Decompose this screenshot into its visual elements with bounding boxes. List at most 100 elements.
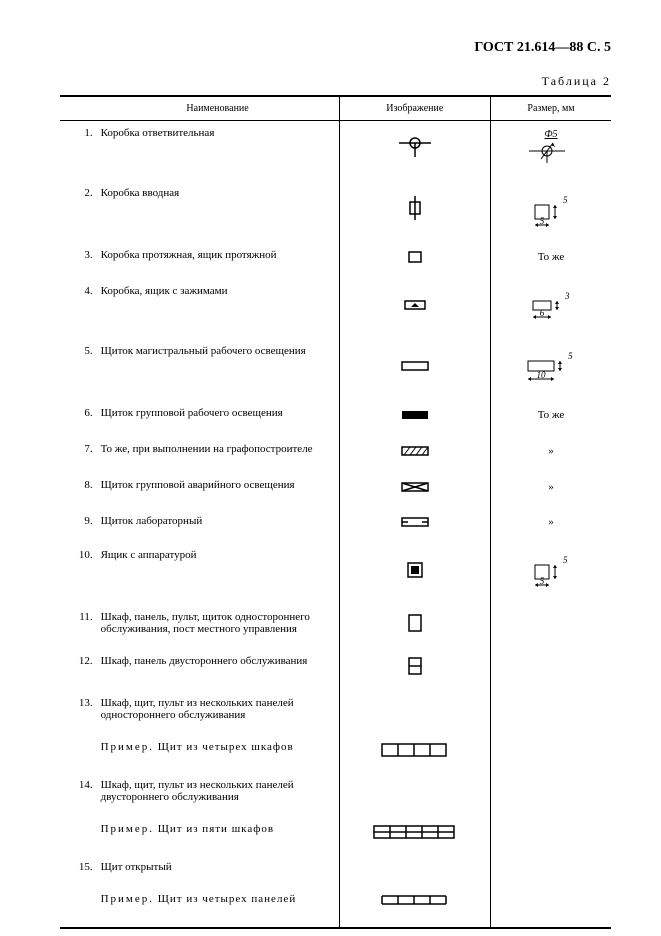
svg-text:6: 6 [540, 308, 545, 318]
row-size [491, 605, 611, 649]
row-num: 10. [60, 543, 97, 605]
row-symbol [339, 735, 490, 773]
table-row: 6. Щиток групповой рабочего освещения То… [60, 401, 611, 437]
row-name: Щиток групповой рабочего освещения [97, 401, 339, 437]
svg-text:10: 10 [537, 370, 547, 380]
row-name: Коробка, ящик с зажимами [97, 279, 339, 339]
row-size [491, 817, 611, 855]
row-name: Пример. Щит из пяти шкафов [97, 817, 339, 855]
row-name: То же, при выполнении на графопостроител… [97, 437, 339, 473]
svg-text:5: 5 [568, 351, 573, 361]
row-size: 6 3 [491, 279, 611, 339]
row-num: 3. [60, 243, 97, 279]
row-size [491, 649, 611, 691]
row-symbol [339, 543, 490, 605]
row-name: Щиток лабораторный [97, 509, 339, 543]
table-row: 5. Щиток магистральный рабочего освещени… [60, 339, 611, 401]
svg-text:5: 5 [540, 576, 545, 586]
svg-text:Ф5: Ф5 [544, 129, 557, 140]
row-size: » [491, 437, 611, 473]
row-name: Шкаф, панель, пульт, щиток одностороннег… [97, 605, 339, 649]
row-symbol [339, 817, 490, 855]
svg-text:5: 5 [563, 555, 568, 565]
row-name: Шкаф, щит, пульт из нескольких панелей д… [97, 773, 339, 817]
row-name: Шкаф, щит, пульт из нескольких панелей о… [97, 691, 339, 735]
table-row: 8. Щиток групповой аварийного освещения … [60, 473, 611, 509]
row-symbol [339, 339, 490, 401]
row-num: 14. [60, 773, 97, 817]
row-name: Щиток групповой аварийного освещения [97, 473, 339, 509]
row-name: Пример. Щит из четырех шкафов [97, 735, 339, 773]
row-symbol [339, 691, 490, 735]
row-size: 5 5 [491, 543, 611, 605]
row-size [491, 855, 611, 887]
table-row: 15. Щит открытый [60, 855, 611, 887]
table-row: 2. Коробка вводная 5 5 [60, 181, 611, 243]
row-size [491, 735, 611, 773]
row-size: То же [491, 243, 611, 279]
row-name: Шкаф, панель двустороннего обслуживания [97, 649, 339, 691]
row-size: То же [491, 401, 611, 437]
table-row: 7. То же, при выполнении на графопострои… [60, 437, 611, 473]
row-symbol [339, 243, 490, 279]
row-num: 13. [60, 691, 97, 735]
row-num [60, 735, 97, 773]
svg-text:5: 5 [540, 216, 545, 226]
symbols-table: Наименование Изображение Размер, мм 1. К… [60, 95, 611, 929]
row-num: 11. [60, 605, 97, 649]
table-row: 10. Ящик с аппаратурой 5 5 [60, 543, 611, 605]
row-num: 9. [60, 509, 97, 543]
th-num [60, 96, 97, 121]
row-symbol [339, 121, 490, 182]
row-num [60, 887, 97, 928]
row-symbol [339, 649, 490, 691]
doc-header: ГОСТ 21.614—88 С. 5 [60, 40, 611, 56]
row-size [491, 691, 611, 735]
row-symbol [339, 279, 490, 339]
row-size [491, 887, 611, 928]
row-symbol [339, 605, 490, 649]
row-symbol [339, 473, 490, 509]
table-row: Пример. Щит из четырех панелей [60, 887, 611, 928]
row-num: 15. [60, 855, 97, 887]
row-num [60, 817, 97, 855]
table-row: 1. Коробка ответвительная Ф5 [60, 121, 611, 182]
row-name: Коробка вводная [97, 181, 339, 243]
row-size: » [491, 509, 611, 543]
table-row: 14. Шкаф, щит, пульт из нескольких панел… [60, 773, 611, 817]
row-num: 8. [60, 473, 97, 509]
table-caption: Таблица 2 [60, 74, 611, 89]
row-symbol [339, 181, 490, 243]
row-num: 6. [60, 401, 97, 437]
row-symbol [339, 401, 490, 437]
row-name: Коробка ответвительная [97, 121, 339, 182]
table-row: Пример. Щит из пяти шкафов [60, 817, 611, 855]
row-symbol [339, 773, 490, 817]
row-symbol [339, 509, 490, 543]
table-row: 9. Щиток лабораторный » [60, 509, 611, 543]
table-row: 13. Шкаф, щит, пульт из нескольких панел… [60, 691, 611, 735]
th-image: Изображение [339, 96, 490, 121]
row-num: 7. [60, 437, 97, 473]
row-num: 12. [60, 649, 97, 691]
row-size: » [491, 473, 611, 509]
row-size: Ф5 [491, 121, 611, 182]
th-name: Наименование [97, 96, 339, 121]
row-symbol [339, 887, 490, 928]
row-name: Ящик с аппаратурой [97, 543, 339, 605]
row-name: Щит открытый [97, 855, 339, 887]
th-size: Размер, мм [491, 96, 611, 121]
table-row: 4. Коробка, ящик с зажимами 6 3 [60, 279, 611, 339]
row-name: Щиток магистральный рабочего освещения [97, 339, 339, 401]
table-row: Пример. Щит из четырех шкафов [60, 735, 611, 773]
row-num: 1. [60, 121, 97, 182]
row-size: 5 5 [491, 181, 611, 243]
table-row: 11. Шкаф, панель, пульт, щиток односторо… [60, 605, 611, 649]
row-name: Коробка протяжная, ящик протяжной [97, 243, 339, 279]
row-size: 10 5 [491, 339, 611, 401]
row-num: 2. [60, 181, 97, 243]
row-symbol [339, 437, 490, 473]
row-num: 5. [60, 339, 97, 401]
table-row: 12. Шкаф, панель двустороннего обслужива… [60, 649, 611, 691]
svg-text:3: 3 [564, 291, 570, 301]
